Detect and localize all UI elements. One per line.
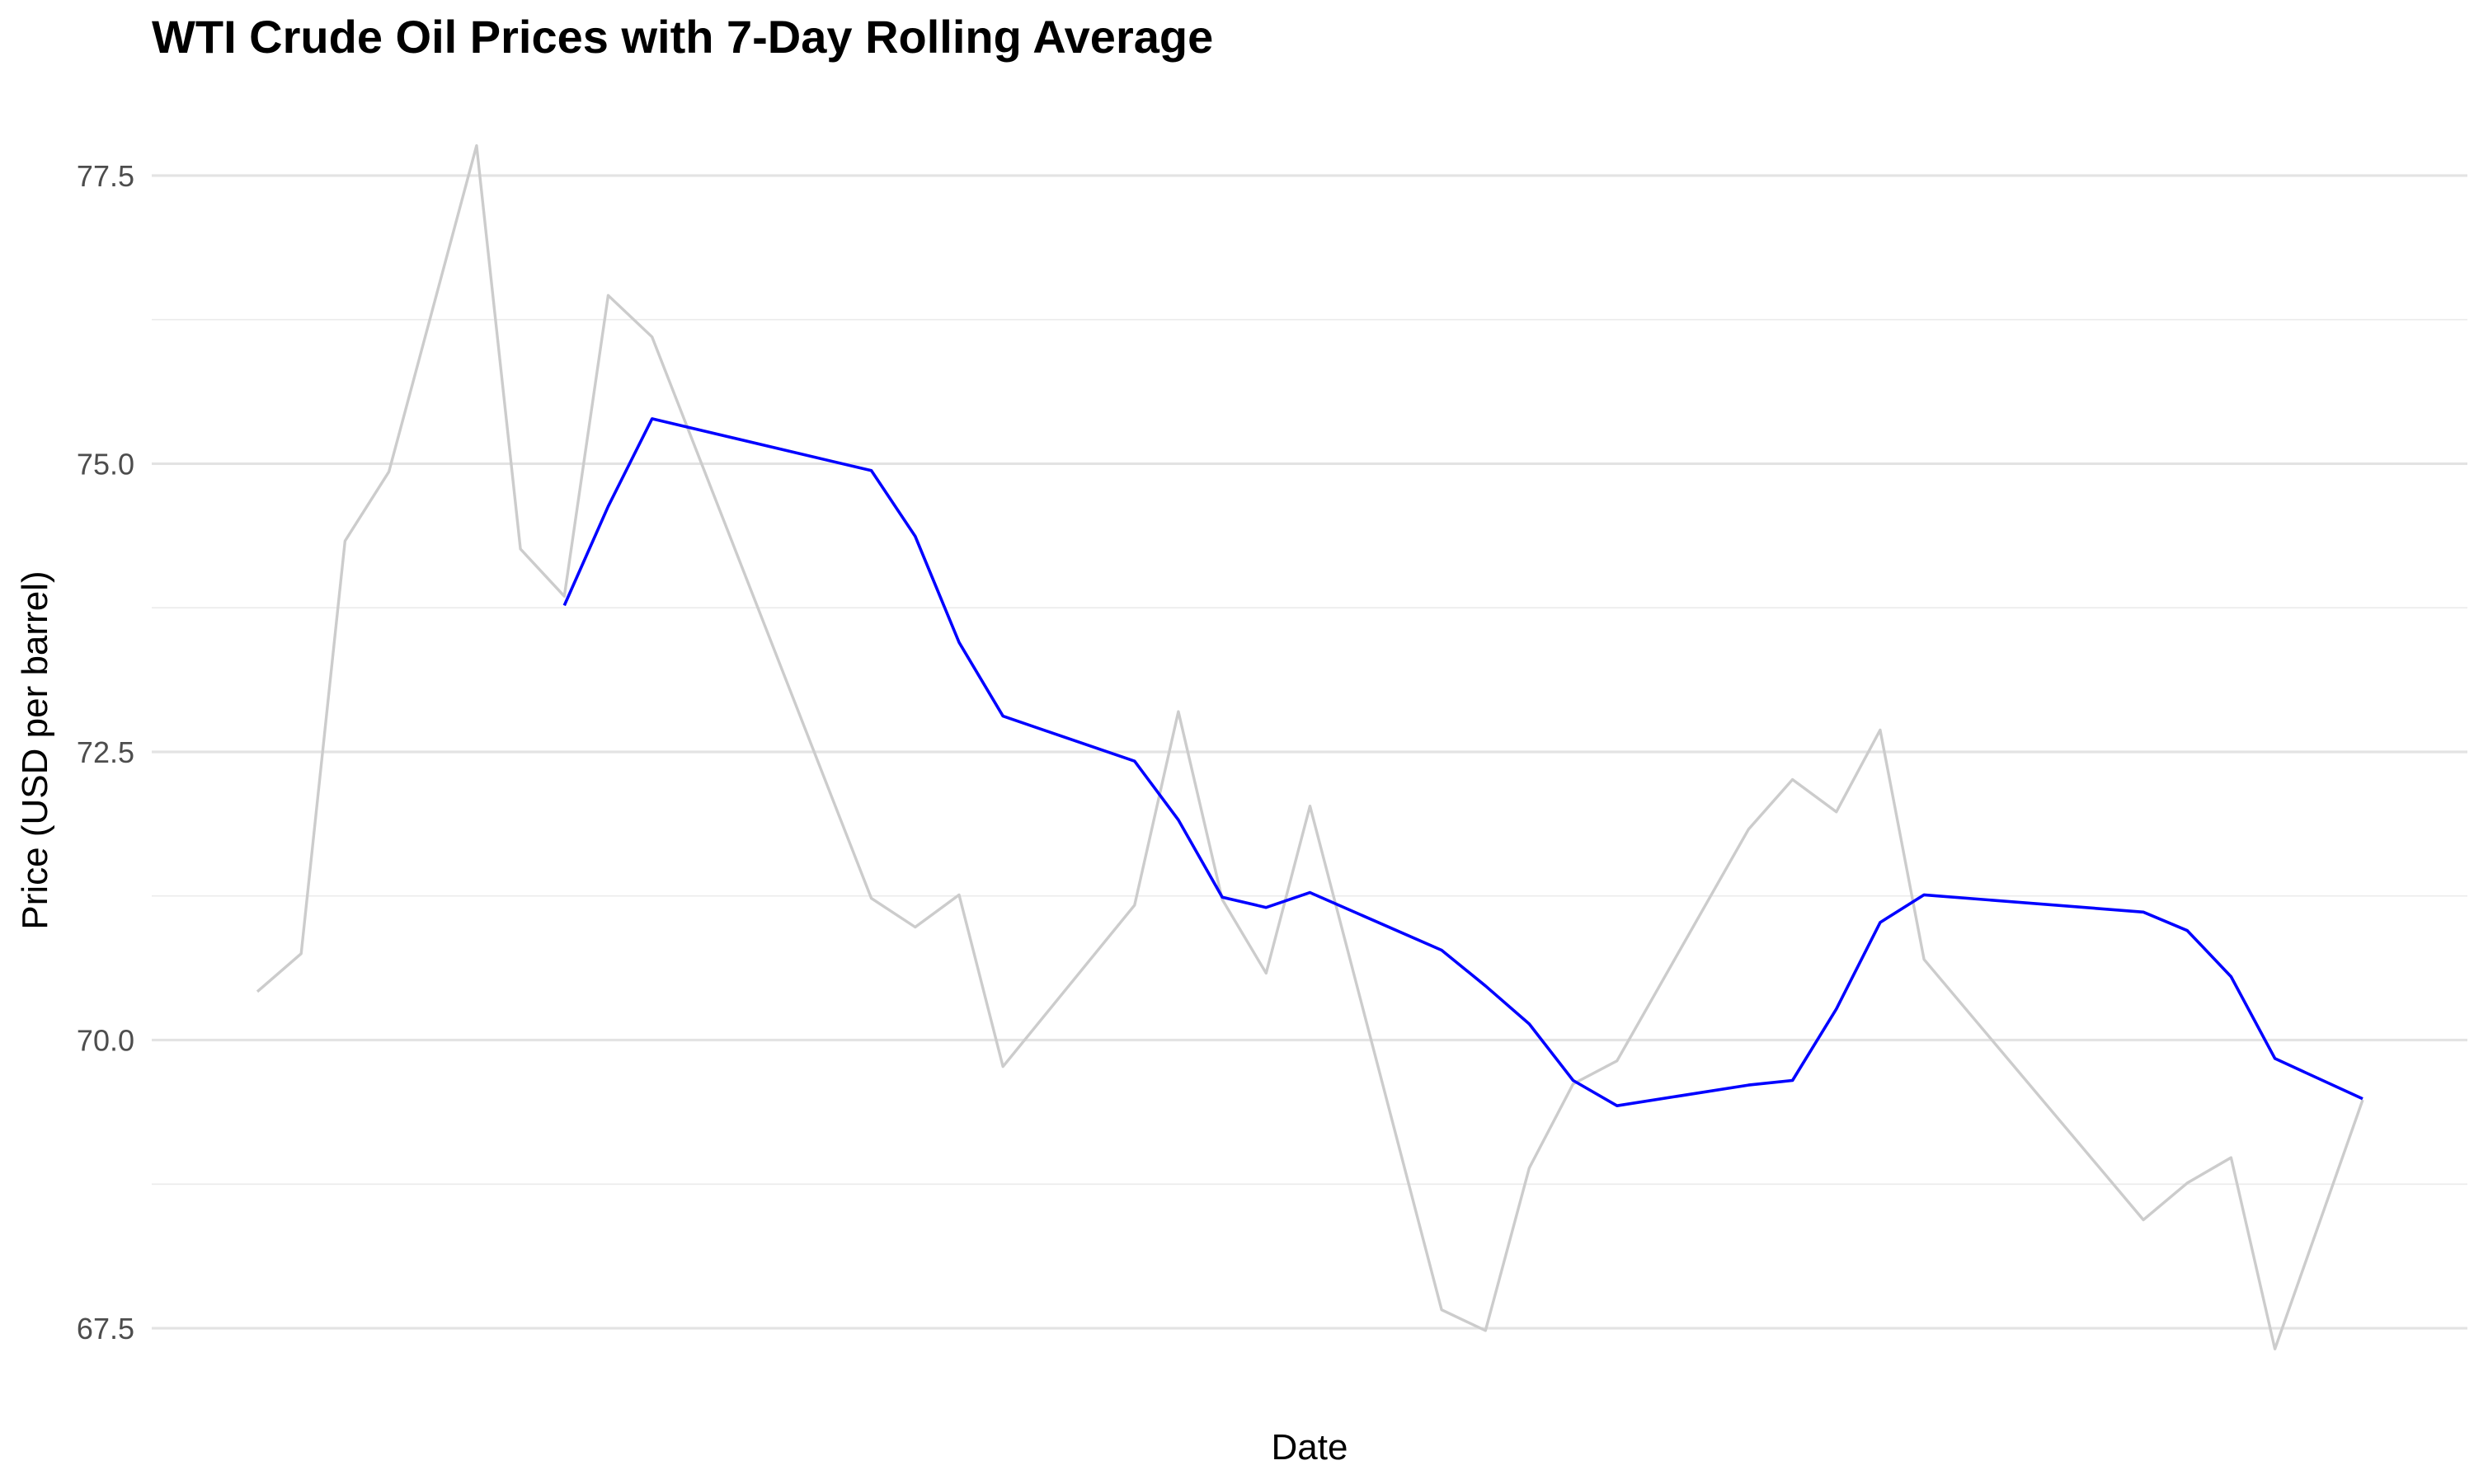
daily-price-line: [256, 143, 2364, 1350]
y-tick-label: 77.5: [77, 159, 134, 193]
y-tick-label: 67.5: [77, 1312, 134, 1345]
y-axis-ticks: 67.5 70.0 72.5 75.0 77.5: [77, 159, 134, 1345]
series-layer: [256, 143, 2364, 1350]
chart-title: WTI Crude Oil Prices with 7-Day Rolling …: [152, 11, 1214, 63]
y-tick-label: 75.0: [77, 447, 134, 481]
x-axis-title: Date: [1272, 1427, 1348, 1468]
gridlines: [152, 174, 2467, 1330]
rolling-average-line: [562, 417, 2363, 1107]
y-tick-label: 70.0: [77, 1024, 134, 1058]
y-axis-title: Price (USD per barrel): [15, 571, 55, 929]
y-tick-label: 72.5: [77, 735, 134, 769]
